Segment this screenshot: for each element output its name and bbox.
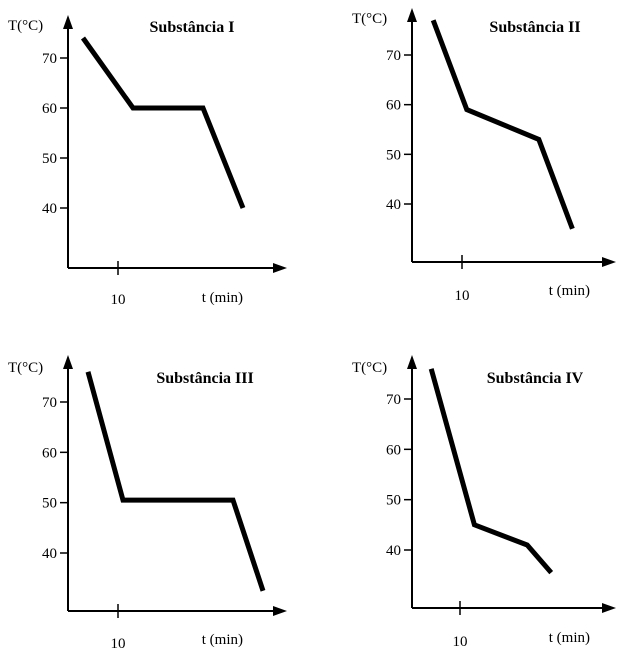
y-axis-label: T(°C) xyxy=(352,11,387,27)
y-tick-label: 50 xyxy=(386,493,401,509)
y-tick-label: 60 xyxy=(386,98,401,114)
x-tick-label: 10 xyxy=(453,634,468,648)
y-tick-label: 40 xyxy=(386,543,401,559)
y-axis-arrow-icon xyxy=(63,15,73,29)
y-tick-label: 60 xyxy=(386,442,401,458)
chart-title: Substância I xyxy=(150,19,235,36)
chart-title: Substância IV xyxy=(487,370,584,387)
x-axis-label: t (min) xyxy=(202,290,243,306)
y-tick-label: 60 xyxy=(42,445,57,461)
x-axis-arrow-icon xyxy=(602,257,616,267)
y-tick-label: 70 xyxy=(42,395,57,411)
chart-panel-3: 70 60 50 40 10 T(°C) t (min) Substância III xyxy=(8,355,287,648)
chart-panel-4: 70 60 50 40 10 T(°C) t (min) Substância IV xyxy=(352,355,616,648)
x-tick-label: 10 xyxy=(111,636,126,648)
cooling-curve-line xyxy=(433,20,572,229)
y-axis-arrow-icon xyxy=(407,8,417,22)
y-tick-label: 40 xyxy=(386,197,401,213)
y-axis-label: T(°C) xyxy=(8,18,43,34)
y-tick-label: 40 xyxy=(42,201,57,217)
cooling-curve-line xyxy=(431,369,551,573)
y-axis-label: T(°C) xyxy=(352,360,387,376)
cooling-curve-line xyxy=(88,372,263,591)
chart-panel-1: 70 60 50 40 10 T(°C) t (min) Substância I xyxy=(8,15,287,308)
x-tick-label: 10 xyxy=(111,292,126,308)
y-tick-label: 50 xyxy=(42,151,57,167)
y-tick-label: 70 xyxy=(386,48,401,64)
chart-title: Substância III xyxy=(156,370,253,387)
y-tick-label: 60 xyxy=(42,101,57,117)
x-axis-label: t (min) xyxy=(549,283,590,299)
x-axis-arrow-icon xyxy=(273,263,287,273)
y-tick-label: 40 xyxy=(42,546,57,562)
y-tick-label: 50 xyxy=(42,496,57,512)
x-tick-label: 10 xyxy=(455,288,470,304)
x-axis-arrow-icon xyxy=(602,603,616,613)
y-tick-label: 70 xyxy=(42,51,57,67)
y-axis-label: T(°C) xyxy=(8,360,43,376)
x-axis-label: t (min) xyxy=(202,632,243,648)
y-axis-arrow-icon xyxy=(407,355,417,369)
y-tick-label: 70 xyxy=(386,392,401,408)
chart-title: Substância II xyxy=(489,19,580,36)
x-axis-arrow-icon xyxy=(273,606,287,616)
chart-panel-2: 70 50 60 40 10 T(°C) t (min) Substância II xyxy=(352,8,616,304)
y-tick-label: 50 xyxy=(386,147,401,163)
y-axis-arrow-icon xyxy=(63,355,73,369)
cooling-curve-line xyxy=(83,38,243,208)
x-axis-label: t (min) xyxy=(549,630,590,646)
